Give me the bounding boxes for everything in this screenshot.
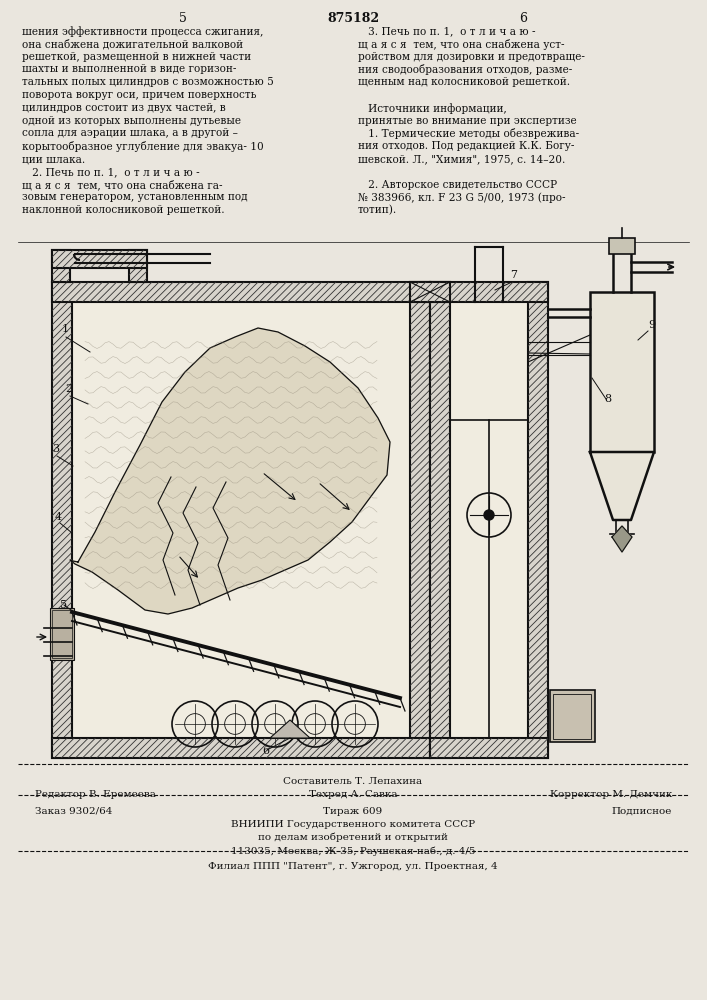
Text: щ а я с я  тем, что она снабжена уст-: щ а я с я тем, что она снабжена уст- — [358, 39, 564, 50]
Text: шахты и выполненной в виде горизон-: шахты и выполненной в виде горизон- — [22, 64, 236, 74]
Text: 2. Авторское свидетельство СССР: 2. Авторское свидетельство СССР — [358, 180, 557, 190]
PathPatch shape — [52, 738, 430, 758]
Text: по делам изобретений и открытий: по делам изобретений и открытий — [258, 833, 448, 842]
Text: 9: 9 — [648, 320, 655, 330]
PathPatch shape — [52, 282, 72, 758]
Polygon shape — [590, 452, 654, 520]
Text: сопла для аэрации шлака, а в другой –: сопла для аэрации шлака, а в другой – — [22, 128, 238, 138]
Text: одной из которых выполнены дутьевые: одной из которых выполнены дутьевые — [22, 116, 241, 126]
Text: 5: 5 — [60, 600, 67, 610]
Text: Тираж 609: Тираж 609 — [323, 807, 382, 816]
Text: 3: 3 — [52, 444, 59, 454]
Bar — [450, 302, 528, 738]
Bar — [52, 250, 70, 282]
Text: 3. Печь по п. 1,  о т л и ч а ю -: 3. Печь по п. 1, о т л и ч а ю - — [358, 26, 535, 36]
Bar — [410, 282, 430, 758]
Text: щенным над колосниковой решеткой.: щенным над колосниковой решеткой. — [358, 77, 570, 87]
Polygon shape — [612, 526, 632, 552]
Text: шения эффективности процесса сжигания,: шения эффективности процесса сжигания, — [22, 26, 264, 37]
Bar — [528, 282, 548, 758]
PathPatch shape — [430, 738, 548, 758]
Bar — [609, 238, 635, 254]
Text: 875182: 875182 — [327, 12, 379, 25]
Bar — [129, 250, 147, 282]
Text: принятые во внимание при экспертизе: принятые во внимание при экспертизе — [358, 116, 577, 126]
Text: шевской. Л., "Химия", 1975, с. 14–20.: шевской. Л., "Химия", 1975, с. 14–20. — [358, 154, 566, 164]
Text: 1. Термические методы обезврежива-: 1. Термические методы обезврежива- — [358, 128, 579, 139]
Bar — [52, 738, 430, 758]
Text: зовым генератором, установленным под: зовым генератором, установленным под — [22, 192, 247, 202]
Text: ния сводообразования отходов, разме-: ния сводообразования отходов, разме- — [358, 64, 572, 75]
Bar — [553, 694, 591, 739]
PathPatch shape — [129, 250, 147, 282]
Text: ния отходов. Под редакцией К.К. Богу-: ния отходов. Под редакцией К.К. Богу- — [358, 141, 574, 151]
Polygon shape — [270, 720, 310, 738]
Text: 6: 6 — [519, 12, 527, 25]
Text: 8: 8 — [604, 394, 611, 404]
Text: № 383966, кл. F 23 G 5/00, 1973 (про-: № 383966, кл. F 23 G 5/00, 1973 (про- — [358, 192, 566, 203]
Text: 1: 1 — [62, 324, 69, 334]
Text: Подписное: Подписное — [612, 807, 672, 816]
Text: 7: 7 — [510, 270, 517, 280]
Text: 4: 4 — [55, 512, 62, 522]
Text: ВНИИПИ Государственного комитета СССР: ВНИИПИ Государственного комитета СССР — [231, 820, 475, 829]
Text: Редактор В. Еремеева: Редактор В. Еремеева — [35, 790, 156, 799]
Text: Источники информации,: Источники информации, — [358, 103, 507, 114]
Bar — [52, 250, 147, 268]
Text: Филиал ППП "Патент", г. Ужгород, ул. Проектная, 4: Филиал ППП "Патент", г. Ужгород, ул. Про… — [208, 862, 498, 871]
Bar — [430, 282, 548, 302]
Text: ции шлака.: ции шлака. — [22, 154, 86, 164]
Text: Составитель Т. Лепахина: Составитель Т. Лепахина — [284, 777, 423, 786]
PathPatch shape — [430, 282, 450, 758]
PathPatch shape — [430, 282, 548, 302]
Text: 5: 5 — [179, 12, 187, 25]
Bar — [410, 282, 450, 302]
PathPatch shape — [410, 282, 430, 758]
PathPatch shape — [410, 282, 450, 302]
Text: наклонной колосниковой решеткой.: наклонной колосниковой решеткой. — [22, 205, 225, 215]
Text: щ а я с я  тем, что она снабжена га-: щ а я с я тем, что она снабжена га- — [22, 180, 223, 190]
Text: 2: 2 — [65, 384, 72, 394]
PathPatch shape — [528, 282, 548, 758]
Text: 113035, Москва, Ж-35, Раушская наб., д. 4/5: 113035, Москва, Ж-35, Раушская наб., д. … — [230, 846, 475, 856]
Bar — [50, 608, 74, 660]
Bar — [550, 690, 595, 742]
Text: 2. Печь по п. 1,  о т л и ч а ю -: 2. Печь по п. 1, о т л и ч а ю - — [22, 167, 199, 177]
PathPatch shape — [52, 282, 430, 302]
Text: ройством для дозировки и предотвраще-: ройством для дозировки и предотвраще- — [358, 52, 585, 62]
Text: решеткой, размещенной в нижней части: решеткой, размещенной в нижней части — [22, 52, 251, 62]
Text: цилиндров состоит из двух частей, в: цилиндров состоит из двух частей, в — [22, 103, 226, 113]
Bar — [430, 738, 548, 758]
Bar — [430, 282, 450, 758]
Text: тотип).: тотип). — [358, 205, 397, 216]
Text: она снабжена дожигательной валковой: она снабжена дожигательной валковой — [22, 39, 243, 49]
Bar — [72, 302, 410, 738]
Circle shape — [484, 510, 494, 520]
PathPatch shape — [52, 250, 70, 282]
PathPatch shape — [52, 250, 147, 268]
Text: поворота вокруг оси, причем поверхность: поворота вокруг оси, причем поверхность — [22, 90, 257, 100]
Text: Корректор М. Демчик: Корректор М. Демчик — [549, 790, 672, 799]
Bar — [52, 610, 72, 658]
Bar — [52, 282, 430, 302]
Bar — [590, 292, 654, 452]
Polygon shape — [70, 328, 390, 614]
Text: Заказ 9302/64: Заказ 9302/64 — [35, 807, 112, 816]
Text: Техред А. Савка: Техред А. Савка — [309, 790, 397, 799]
Text: корытообразное углубление для эвакуа- 10: корытообразное углубление для эвакуа- 10 — [22, 141, 264, 152]
Text: тальных полых цилиндров с возможностью 5: тальных полых цилиндров с возможностью 5 — [22, 77, 274, 87]
Bar — [52, 282, 72, 758]
Text: 6: 6 — [262, 746, 269, 756]
